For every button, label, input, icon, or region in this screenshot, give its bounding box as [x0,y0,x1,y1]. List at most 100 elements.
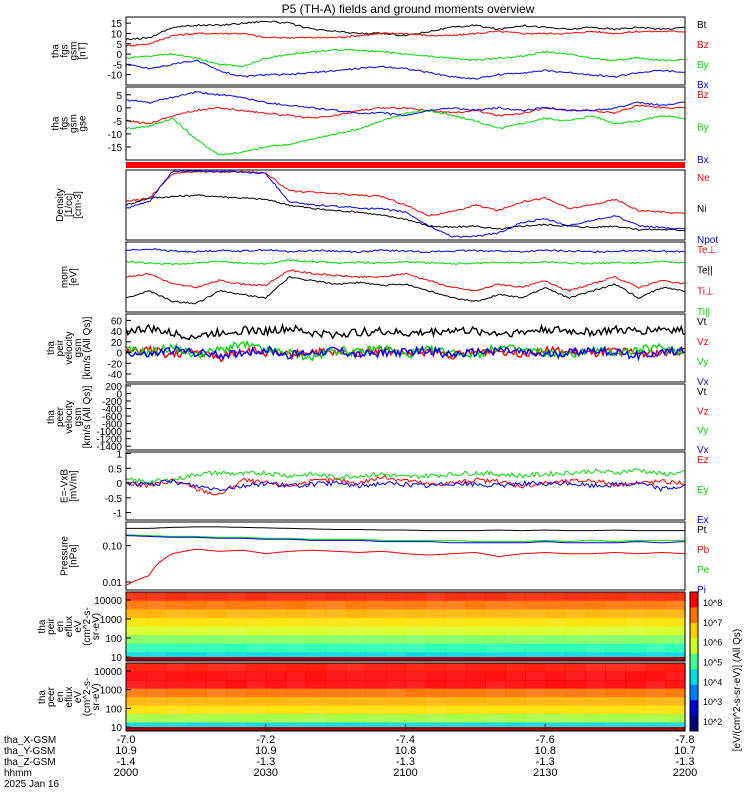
colorbar-segment [690,684,698,701]
mode-bar [126,162,685,168]
spectrogram-cell [365,600,387,610]
y-tick-label: 5 [116,91,122,102]
spectrogram-cell [545,697,566,707]
spectrogram-cell [265,600,287,610]
spectrogram-cell [285,600,307,610]
spectrogram-cell [205,652,227,662]
spectrogram-cell [325,705,347,715]
spectrogram-cell [165,600,187,610]
spectrogram-cell [145,592,167,602]
spectrogram-cell [445,592,466,602]
spectrogram-cell [126,635,147,645]
legend-Ex: Ex [697,515,709,526]
spectrogram-cell [126,592,147,602]
x-tick-label-zgsm: -1.3 [536,756,555,768]
spectrogram-cell [385,663,407,673]
spectrogram-cell [525,626,546,636]
panel-frame [125,451,686,521]
spectrogram-cell [485,617,506,628]
spectrogram-cell [185,705,207,715]
spectrogram-cell [385,714,407,724]
spectrogram-cell [205,663,227,673]
spectrogram-cell [625,714,646,724]
spectrogram-cell [365,626,387,636]
spectrogram-cell [565,714,586,724]
spectrogram-cell [265,609,287,619]
y-tick-label: -200 [102,397,122,408]
spectrogram-cell [325,714,347,724]
spectrogram-cell [625,697,646,707]
plot-title: P5 (TH-A) fields and ground moments over… [282,2,535,16]
spectrogram-cell [425,671,447,681]
spectrogram-cell [405,643,427,653]
panel-ylabel: gsm [69,42,80,61]
spectrogram-cell [245,609,267,619]
spectrogram-cell [205,626,227,636]
spectrogram-cell [485,688,506,698]
spectrogram-cell [305,714,327,724]
spectrogram-cell [205,617,227,628]
spectrogram-cell [245,714,267,724]
spectrogram-cell [285,688,307,698]
spectrogram-cell [165,705,187,715]
x-row-label: tha_X-GSM [4,735,56,746]
spectrogram-cell [305,635,327,645]
series-Ne-line [125,170,686,217]
spectrogram-cell [285,626,307,636]
spectrogram-cell [425,592,447,602]
spectrogram-cell [645,705,666,715]
spectrogram-cell [545,617,566,628]
spectrogram-cell [345,600,367,610]
spectrogram-cell [285,714,307,724]
x-tick-label-xgsm: -7.2 [256,734,275,746]
spectrogram-cell [265,592,287,602]
y-tick-label: 0 [116,50,122,61]
spectrogram-cell [545,714,566,724]
spectrogram-cell [165,635,187,645]
panel-ylabel: (cm^2-s- [82,607,93,646]
spectrogram-cell [305,617,327,628]
colorbar-tick-label: 10^2 [703,717,722,727]
spectrogram-cell [645,626,666,636]
y-tick-label: 0.5 [108,464,122,475]
spectrogram-cell [145,617,167,628]
spectrogram-cell [645,671,666,681]
legend-Ti⊥: Ti⊥ [697,286,714,297]
spectrogram-cell [245,592,267,602]
spectrogram-cell [385,592,407,602]
spectrogram-cell [285,652,307,662]
y-tick-label: 200 [105,382,122,393]
spectrogram-cell [605,643,626,653]
spectrogram-cell [305,688,327,698]
panel-ylabel: tha [37,619,48,633]
spectrogram-cell [505,652,526,662]
spectrogram-cell [245,617,267,628]
spectrogram-cell [545,592,566,602]
spectrogram-cell [285,643,307,653]
spectrogram-cell [265,714,287,724]
legend-Vz: Vz [697,406,709,417]
spectrogram-cell [665,626,686,636]
spectrogram-cell [126,643,147,653]
spectrogram-cell [585,705,606,715]
spectrogram-cell [225,663,247,673]
spectrogram-cell [405,626,427,636]
spectrogram-cell [225,697,247,707]
spectrogram-cell [665,600,686,610]
panel-ylabel: gsm [73,339,84,358]
spectrogram-cell [485,652,506,662]
spectrogram-cell [145,663,167,673]
spectrogram-cell [665,609,686,619]
series-Bz-line [125,30,686,47]
spectrogram-cell [165,688,187,698]
panel-ylabel: velocity [64,331,75,364]
spectrogram-cell [485,663,506,673]
spectrogram-cell [165,697,187,707]
spectrogram-cell [545,663,566,673]
panel-ylabel: [km/s (All Qs)] [82,385,93,448]
spectrogram-cell [245,652,267,662]
spectrogram-cell [405,600,427,610]
y-tick-label: 1 [116,449,122,460]
